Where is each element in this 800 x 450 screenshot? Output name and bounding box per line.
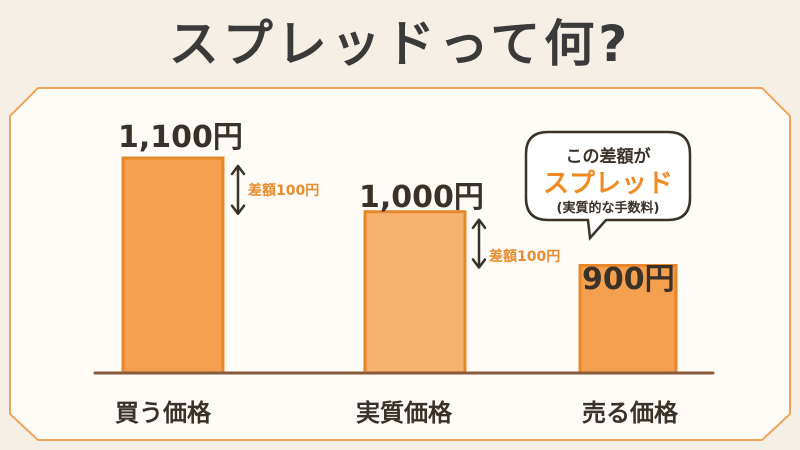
bar-value-label-real: 1,000円 <box>359 180 484 215</box>
category-label-buy: 買う価格 <box>115 399 211 427</box>
bar-value-label-sell: 900円 <box>582 262 675 297</box>
callout-bubble-shape <box>524 130 692 241</box>
callout-bubble <box>524 130 692 241</box>
bar-real <box>363 210 467 375</box>
callout-line-3: (実質的な手数料) <box>556 201 660 216</box>
category-label-real: 実質価格 <box>356 399 452 427</box>
difference-arrow-head-2-bottom <box>471 258 487 269</box>
page-title: スプレッドって何? <box>168 15 632 73</box>
callout-line-2: スプレッド <box>542 169 673 199</box>
bar-buy <box>121 156 225 375</box>
difference-arrows <box>230 164 487 269</box>
difference-arrow-head-2-top <box>471 218 487 229</box>
category-label-sell: 売る価格 <box>582 399 678 427</box>
bar-sell <box>578 264 678 375</box>
bar-value-label-buy: 1,100円 <box>118 120 243 155</box>
difference-label-2: 差額100円 <box>489 249 561 265</box>
callout-line-1: この差額が <box>565 147 651 167</box>
difference-arrow-head-1-bottom <box>230 204 246 215</box>
difference-arrow-head-1-top <box>230 164 246 176</box>
difference-label-1: 差額100円 <box>248 183 320 199</box>
bars-group <box>121 156 678 375</box>
